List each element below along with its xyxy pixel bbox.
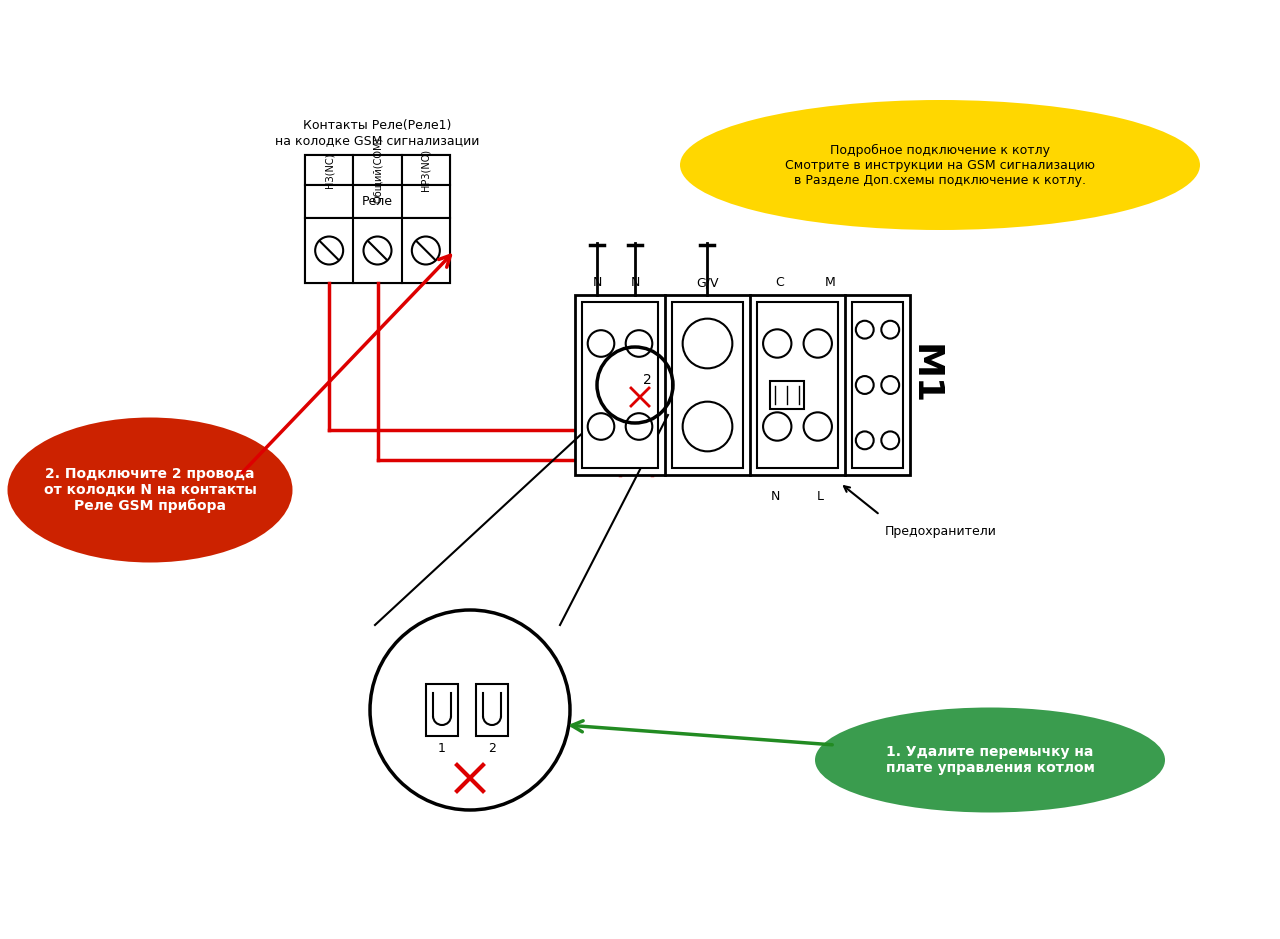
Circle shape	[763, 412, 791, 440]
Circle shape	[364, 237, 392, 265]
Circle shape	[682, 318, 732, 368]
Circle shape	[856, 431, 874, 449]
Text: Общий(COM): Общий(COM)	[372, 137, 383, 203]
Text: N: N	[771, 490, 780, 503]
Circle shape	[804, 412, 832, 440]
Text: L: L	[817, 490, 823, 503]
Circle shape	[370, 610, 570, 810]
Bar	[305, 155, 353, 185]
Text: Контакты Реле(Реле1)
на колодке GSM сигнализации: Контакты Реле(Реле1) на колодке GSM сигн…	[275, 119, 480, 147]
Bar	[426, 684, 458, 736]
Text: M: M	[824, 276, 836, 289]
Text: НЗ(NC): НЗ(NC)	[324, 152, 334, 188]
Bar	[756, 302, 838, 468]
Text: 2. Подключите 2 провода
от колодки N на контакты
Реле GSM прибора: 2. Подключите 2 провода от колодки N на …	[44, 467, 256, 514]
Circle shape	[682, 402, 732, 452]
Circle shape	[882, 377, 899, 394]
Bar	[672, 302, 742, 468]
Text: C: C	[776, 276, 785, 289]
Text: 2: 2	[643, 373, 652, 387]
Bar	[305, 218, 451, 283]
Circle shape	[804, 330, 832, 358]
Circle shape	[856, 321, 874, 339]
Bar	[852, 302, 902, 468]
Text: G/V: G/V	[696, 276, 718, 289]
Text: Подробное подключение к котлу
Смотрите в инструкции на GSM сигнализацию
в Раздел: Подробное подключение к котлу Смотрите в…	[785, 144, 1094, 187]
Bar	[353, 155, 402, 185]
Circle shape	[626, 413, 653, 439]
Ellipse shape	[8, 418, 293, 562]
Circle shape	[882, 431, 899, 449]
Circle shape	[882, 321, 899, 339]
Bar	[476, 684, 508, 736]
Bar	[305, 155, 451, 283]
Text: 1: 1	[438, 742, 445, 755]
Bar	[575, 295, 910, 475]
Text: 1. Удалите перемычку на
плате управления котлом: 1. Удалите перемычку на плате управления…	[886, 745, 1094, 775]
Text: НР3(NO): НР3(NO)	[421, 149, 431, 191]
Text: N: N	[593, 276, 602, 289]
Circle shape	[763, 330, 791, 358]
Text: Реле: Реле	[362, 195, 393, 208]
Circle shape	[588, 331, 614, 357]
Bar	[582, 302, 658, 468]
Circle shape	[315, 237, 343, 265]
Circle shape	[856, 377, 874, 394]
Circle shape	[412, 237, 440, 265]
Bar	[771, 381, 804, 409]
Circle shape	[588, 413, 614, 439]
Text: N: N	[630, 276, 640, 289]
Circle shape	[626, 331, 653, 357]
Bar	[305, 185, 451, 218]
Text: Предохранители: Предохранители	[884, 525, 997, 538]
Text: M1: M1	[908, 345, 942, 406]
Bar	[402, 155, 451, 185]
Ellipse shape	[815, 707, 1165, 812]
Ellipse shape	[680, 100, 1201, 230]
Text: 2: 2	[488, 742, 495, 755]
